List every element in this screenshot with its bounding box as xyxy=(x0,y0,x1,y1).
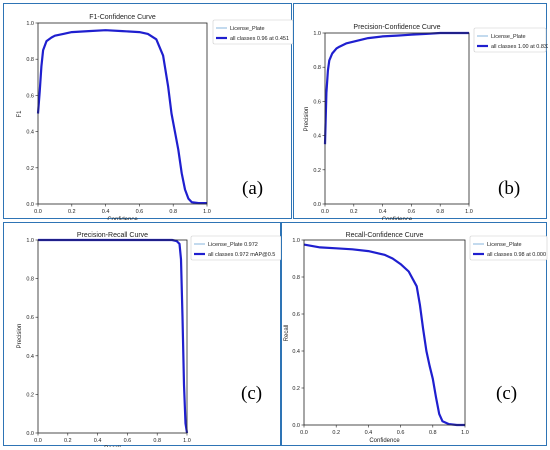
legend-entry: all classes 0.972 mAP@0.5 xyxy=(208,252,275,258)
x-tick-label: 0.0 xyxy=(300,430,308,436)
x-tick-label: 0.6 xyxy=(408,209,416,215)
x-tick-label: 0.0 xyxy=(321,209,329,215)
x-tick-label: 1.0 xyxy=(461,430,469,436)
legend-entry: License_Plate xyxy=(487,242,522,248)
legend-entry: all classes 0.96 at 0.451 xyxy=(230,36,289,42)
plot-frame xyxy=(37,22,208,205)
panel-precision-confidence: Precision-Confidence Curve 0.0 0.2 0.4 0.6 0.… xyxy=(293,3,548,220)
panel-recall-confidence: Recall-Confidence Curve 0.0 0.2 0.4 0.6 0.8 1.… xyxy=(281,222,548,446)
x-tick-label: 0.6 xyxy=(136,209,144,215)
panel-tag: (c) xyxy=(241,383,262,404)
y-tick-label: 0.2 xyxy=(26,166,34,172)
series-line-1 xyxy=(36,29,207,205)
y-tick-label: 0.0 xyxy=(292,423,300,429)
legend-entry: License_Plate xyxy=(230,26,265,32)
chart-title: Precision-Confidence Curve xyxy=(353,24,440,31)
legend-entry: all classes 1.00 at 0.832 xyxy=(491,44,548,50)
chart-title: Precision-Recall Curve xyxy=(77,232,148,239)
x-tick-label: 0.2 xyxy=(68,209,76,215)
x-tick-label: 0.4 xyxy=(365,430,373,436)
x-axis-label: Confidence xyxy=(107,217,138,220)
chart-f1-confidence: F1-Confidence Curve 0.0 0.2 0.4 0.6 0.8 1.0 0.0… xyxy=(17,14,293,220)
y-tick-label: 0.2 xyxy=(292,386,300,392)
x-axis-label: Recall xyxy=(104,446,121,447)
legend-box xyxy=(212,19,293,45)
x-tick-label: 0.8 xyxy=(436,209,444,215)
y-tick-label: 1.0 xyxy=(26,238,34,244)
plot-frame xyxy=(37,239,188,434)
legend-entry: all classes 0.98 at 0.000 xyxy=(487,252,546,258)
y-tick-label: 0.6 xyxy=(26,93,34,99)
chart-title: Recall-Confidence Curve xyxy=(346,232,424,239)
y-tick-label: 0.4 xyxy=(313,134,321,140)
y-axis-label: Precision xyxy=(17,324,23,349)
plot-frame xyxy=(303,239,466,426)
x-tick-label: 0.6 xyxy=(124,438,132,444)
chart-title: F1-Confidence Curve xyxy=(89,14,156,21)
y-axis-label: Precision xyxy=(304,107,310,132)
x-tick-label: 0.8 xyxy=(429,430,437,436)
y-tick-label: 0.8 xyxy=(26,277,34,283)
x-tick-label: 0.6 xyxy=(397,430,405,436)
x-tick-label: 0.4 xyxy=(94,438,102,444)
x-axis-label: Confidence xyxy=(382,217,413,220)
y-tick-label: 0.0 xyxy=(313,202,321,208)
y-tick-label: 0.0 xyxy=(26,431,34,437)
x-tick-label: 1.0 xyxy=(465,209,473,215)
y-tick-label: 0.8 xyxy=(26,57,34,63)
y-tick-label: 0.0 xyxy=(26,202,34,208)
legend: License_Plate 0.972 all classes 0.972 mAP… xyxy=(190,235,282,261)
series-line-1 xyxy=(323,31,469,145)
series-line-0 xyxy=(324,32,469,145)
y-tick-label: 0.8 xyxy=(292,275,300,281)
series-line-0 xyxy=(303,244,465,426)
y-tick-label: 0.8 xyxy=(313,65,321,71)
legend-entry: License_Plate 0.972 xyxy=(208,242,258,248)
x-tick-label: 0.0 xyxy=(34,438,42,444)
chart-recall-confidence: Recall-Confidence Curve 0.0 0.2 0.4 0.6 0.8 1.… xyxy=(284,232,548,444)
x-tick-label: 0.4 xyxy=(379,209,387,215)
panel-tag: (c) xyxy=(496,383,517,404)
y-tick-label: 1.0 xyxy=(313,31,321,37)
panel-tag: (b) xyxy=(498,178,520,199)
x-tick-label: 0.2 xyxy=(332,430,340,436)
y-axis-label: F1 xyxy=(17,110,23,118)
y-axis-label: Recall xyxy=(284,325,290,342)
series-line-1 xyxy=(303,243,465,427)
x-tick-label: 0.4 xyxy=(102,209,110,215)
legend-entry: License_Plate xyxy=(491,34,526,40)
x-tick-label: 0.2 xyxy=(64,438,72,444)
panel-tag: (a) xyxy=(242,178,263,199)
x-tick-label: 0.0 xyxy=(34,209,42,215)
y-tick-label: 0.2 xyxy=(26,392,34,398)
x-axis-label: Confidence xyxy=(369,438,400,444)
chart-precision-recall: Precision-Recall Curve 0.0 0.2 0.4 0.6 0.8 1.0… xyxy=(17,232,282,447)
x-tick-label: 0.8 xyxy=(169,209,177,215)
series-line-1 xyxy=(38,238,189,434)
x-tick-label: 1.0 xyxy=(203,209,211,215)
series-line-0 xyxy=(38,239,188,434)
y-tick-label: 0.4 xyxy=(292,349,300,355)
y-tick-label: 0.4 xyxy=(26,354,34,360)
y-tick-label: 0.6 xyxy=(292,312,300,318)
panel-precision-recall: Precision-Recall Curve 0.0 0.2 0.4 0.6 0.8 1.0… xyxy=(3,222,282,447)
plot-frame xyxy=(324,32,470,205)
y-tick-label: 1.0 xyxy=(26,21,34,27)
y-tick-label: 0.4 xyxy=(26,130,34,136)
legend-box xyxy=(473,27,547,53)
panel-f1-confidence: F1-Confidence Curve 0.0 0.2 0.4 0.6 0.8 1.0 0.0… xyxy=(3,3,293,220)
y-tick-label: 0.2 xyxy=(313,168,321,174)
legend-box xyxy=(469,235,548,261)
x-tick-label: 1.0 xyxy=(183,438,191,444)
x-tick-label: 0.8 xyxy=(153,438,161,444)
x-tick-label: 0.2 xyxy=(350,209,358,215)
y-tick-label: 0.6 xyxy=(313,99,321,105)
y-tick-label: 1.0 xyxy=(292,238,300,244)
chart-precision-confidence: Precision-Confidence Curve 0.0 0.2 0.4 0.6 0.… xyxy=(304,24,548,220)
y-tick-label: 0.6 xyxy=(26,315,34,321)
